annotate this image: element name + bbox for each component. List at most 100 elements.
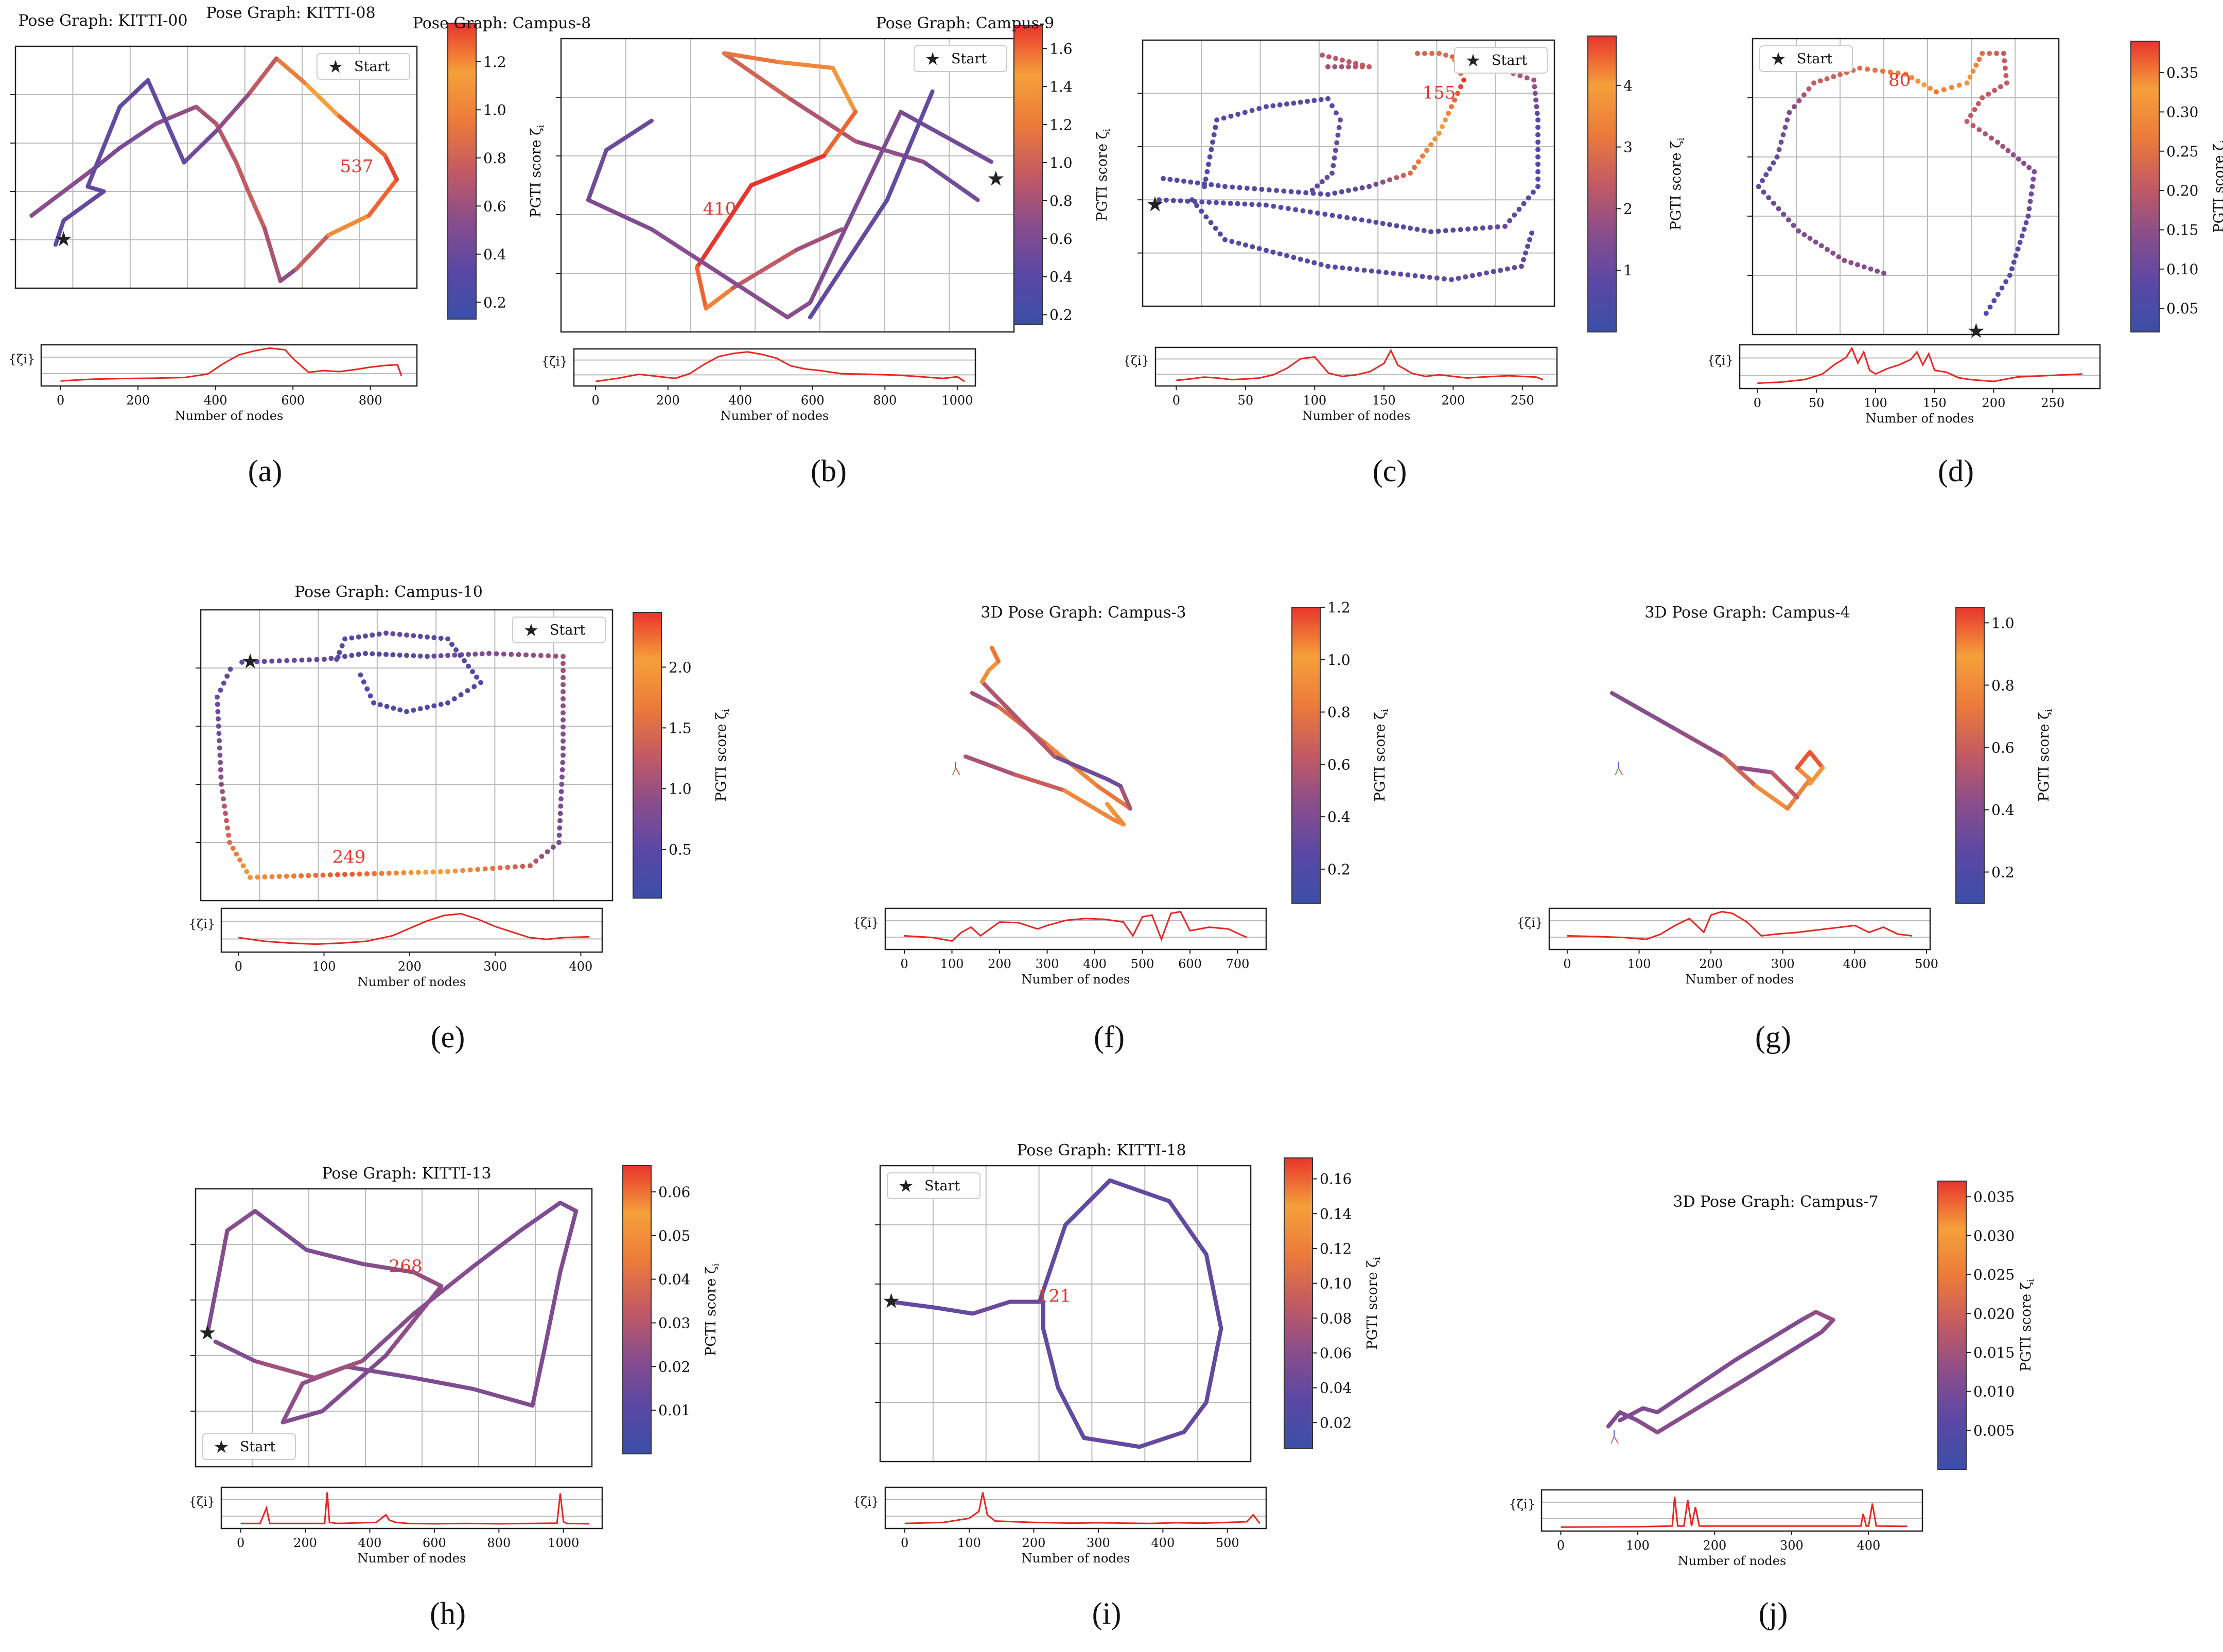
strip-frame xyxy=(1739,344,2101,390)
trajectory-segment xyxy=(853,139,925,164)
trajectory-node xyxy=(370,632,375,638)
colorbar xyxy=(447,23,477,320)
trajectory-node xyxy=(1325,263,1331,269)
trajectory-node xyxy=(2000,144,2006,149)
legend-start-label: Start xyxy=(354,59,390,75)
colorbar-tick-label: 3 xyxy=(1623,139,1633,156)
trajectory-node xyxy=(218,767,223,772)
colorbar-tick-label: 0.15 xyxy=(2166,221,2198,238)
trajectory-node xyxy=(1915,78,1921,84)
strip-x-tick-label: 200 xyxy=(988,957,1011,971)
trajectory-node xyxy=(1432,136,1438,142)
trajectory-node xyxy=(1242,110,1248,115)
trajectory-node xyxy=(1535,125,1541,130)
trajectory-segment xyxy=(731,248,799,290)
strip-ylabel: {ζi} xyxy=(853,916,879,930)
trajectory-node xyxy=(1774,154,1780,160)
trajectory-segment xyxy=(1808,766,1825,786)
start-marker: ★ xyxy=(1967,319,1985,343)
strip-xlabel: Number of nodes xyxy=(358,975,466,989)
legend-start-icon: ★ xyxy=(523,620,539,641)
strip-x-tick-label: 400 xyxy=(358,1536,382,1550)
strip-series-line xyxy=(1567,910,1913,940)
trajectory-node xyxy=(561,667,566,673)
trajectory-node xyxy=(1535,162,1541,167)
colorbar-tick-label: 0.10 xyxy=(1320,1275,1352,1292)
trajectory-node xyxy=(1999,285,2005,291)
trajectory-node xyxy=(466,663,471,669)
trajectory-node xyxy=(1235,201,1240,206)
trajectory-segment xyxy=(971,1299,1012,1316)
trajectory-node xyxy=(220,789,225,795)
trajectory-node xyxy=(342,872,347,877)
trajectory-node xyxy=(1424,148,1429,153)
trajectory-node xyxy=(1229,239,1235,244)
trajectory-node xyxy=(430,869,436,875)
trajectory-node xyxy=(269,658,275,664)
strip-frame xyxy=(220,907,603,953)
trajectory-segment xyxy=(695,265,708,311)
strip-x-tick-label: 200 xyxy=(1703,1538,1726,1553)
trajectory-segment xyxy=(278,267,299,283)
trajectory-node xyxy=(1512,265,1517,271)
trajectory-segment xyxy=(225,1209,257,1233)
trajectory-segment xyxy=(1635,1418,1659,1435)
trajectory-node xyxy=(1337,214,1342,219)
colorbar-tick-label: 0.035 xyxy=(1973,1188,2015,1205)
trajectory-node xyxy=(2002,58,2007,64)
trajectory-node xyxy=(465,688,470,694)
trajectory-node xyxy=(1531,77,1536,83)
trajectory-node xyxy=(1532,91,1538,96)
trajectory-node xyxy=(452,868,458,874)
strip-ylabel: {ζi} xyxy=(1517,916,1543,930)
trajectory-segment xyxy=(246,56,278,97)
strip-frame xyxy=(1541,1489,1923,1532)
strip-x-tick-label: 600 xyxy=(801,393,825,408)
strip-ylabel: {ζi} xyxy=(189,917,215,931)
trajectory-segment xyxy=(335,112,387,157)
trajectory-segment xyxy=(304,1247,364,1266)
trajectory-node xyxy=(218,760,223,765)
trajectory-node xyxy=(1529,230,1534,236)
trajectory-node xyxy=(221,796,226,802)
trajectory-node xyxy=(1214,117,1219,123)
strip-x-tick-label: 300 xyxy=(1771,957,1795,971)
trajectory-node xyxy=(561,696,566,701)
trajectory-node xyxy=(1401,172,1406,178)
trajectory-node xyxy=(1535,176,1541,182)
trajectory-node xyxy=(1325,96,1331,101)
trajectory-node xyxy=(1903,72,1909,77)
trajectory-node xyxy=(1325,191,1331,197)
trajectory-segment xyxy=(586,198,654,232)
start-marker: ★ xyxy=(987,167,1005,191)
trajectory-node xyxy=(2013,253,2019,258)
trajectory-node xyxy=(1329,103,1335,109)
trajectory-node xyxy=(1456,275,1461,281)
trajectory-segment xyxy=(312,1359,364,1380)
trajectory-node xyxy=(472,652,478,657)
trajectory-segment xyxy=(1204,1326,1223,1404)
trajectory-node xyxy=(404,709,409,714)
trajectory-node xyxy=(1284,253,1289,258)
trajectory-node xyxy=(2003,73,2009,78)
colorbar-tick-label: 1.5 xyxy=(669,719,692,736)
trajectory-segment xyxy=(1105,777,1123,788)
trajectory-node xyxy=(559,774,565,780)
subfigure-b: Pose Graph: KITTI-08 ★ 410 ★ Start 0.2 0.4 0.6 0… xyxy=(206,4,1112,488)
trajectory-node xyxy=(276,874,282,880)
trajectory-node xyxy=(1830,250,1836,256)
trajectory-node xyxy=(497,865,503,871)
start-marker: ★ xyxy=(241,650,259,674)
colorbar-label-subscript: i xyxy=(2025,1279,2036,1282)
trajectory-node xyxy=(1967,74,1973,80)
trajectory-node xyxy=(2027,199,2033,204)
strip-xlabel: Number of nodes xyxy=(1022,972,1130,987)
trajectory-node xyxy=(1477,271,1482,277)
trajectory-node xyxy=(1534,104,1539,110)
trajectory-segment xyxy=(246,189,267,230)
strip-x-tick-label: 500 xyxy=(1216,1536,1239,1550)
legend-start-label: Start xyxy=(924,1178,960,1194)
trajectory-node xyxy=(558,803,564,809)
strip-x-tick-label: 400 xyxy=(569,959,593,974)
